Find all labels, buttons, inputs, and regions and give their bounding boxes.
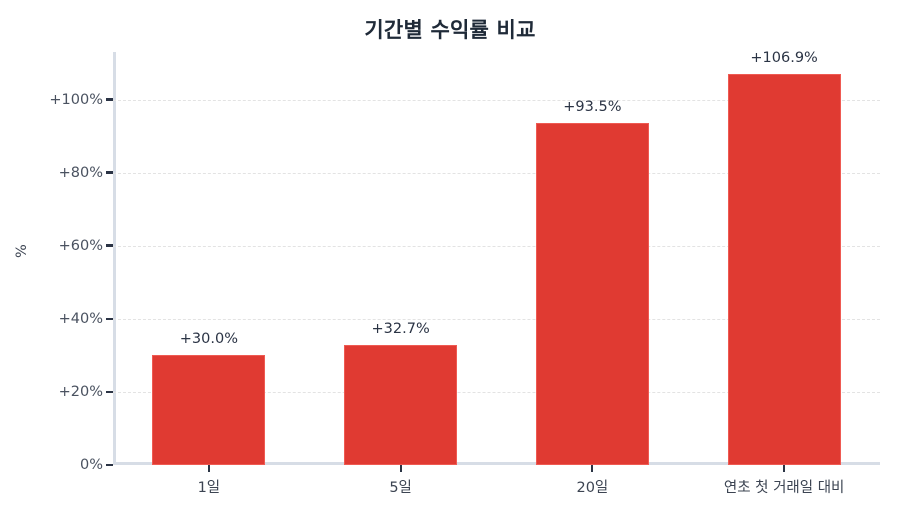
y-axis-tick-labels: 0% +20% +40% +60% +80% +100% [0,52,103,474]
y-tick-mark [106,390,113,394]
chart-title: 기간별 수익률 비교 [364,18,536,42]
x-tick-mark [207,465,210,472]
y-tick-label: +40% [58,310,103,327]
y-tick-mark [106,171,113,174]
x-tick-mark [399,465,402,472]
y-tick-label: +80% [58,164,103,181]
y-tick-label: +100% [49,91,103,108]
gridline [113,318,880,320]
gridline [113,391,880,393]
bar[interactable] [727,74,841,465]
x-tick-label: 5일 [389,480,412,496]
bar[interactable] [152,355,266,465]
x-axis-spine [113,462,880,465]
y-tick-mark [106,98,113,101]
x-tick-label: 20일 [576,480,609,496]
gridline [113,245,880,247]
y-tick-mark [106,244,113,247]
bar-value-label: +106.9% [750,50,818,67]
x-tick-mark [591,465,594,472]
y-axis-spine [113,52,116,465]
bar-value-label: +93.5% [563,99,622,116]
plot-area: +30.0% 1일 +32.7% 5일 +93.5% 20일 +106.9% 연초 첫 거래일… [106,50,880,496]
y-tick-label: +60% [58,237,103,254]
x-tick-label: 연초 첫 거래일 대비 [723,480,845,496]
x-tick-label: 1일 [197,480,221,496]
bar[interactable] [535,123,649,465]
gridline [113,172,880,174]
bar[interactable] [344,345,458,465]
y-tick-label: +20% [58,383,103,400]
y-tick-mark [106,317,113,321]
bar-value-label: +30.0% [179,331,238,348]
x-tick-mark [783,465,786,472]
y-tick-mark [106,463,113,467]
bar-value-label: +32.7% [371,321,430,338]
y-tick-label: 0% [79,457,103,473]
gridline [113,99,880,101]
